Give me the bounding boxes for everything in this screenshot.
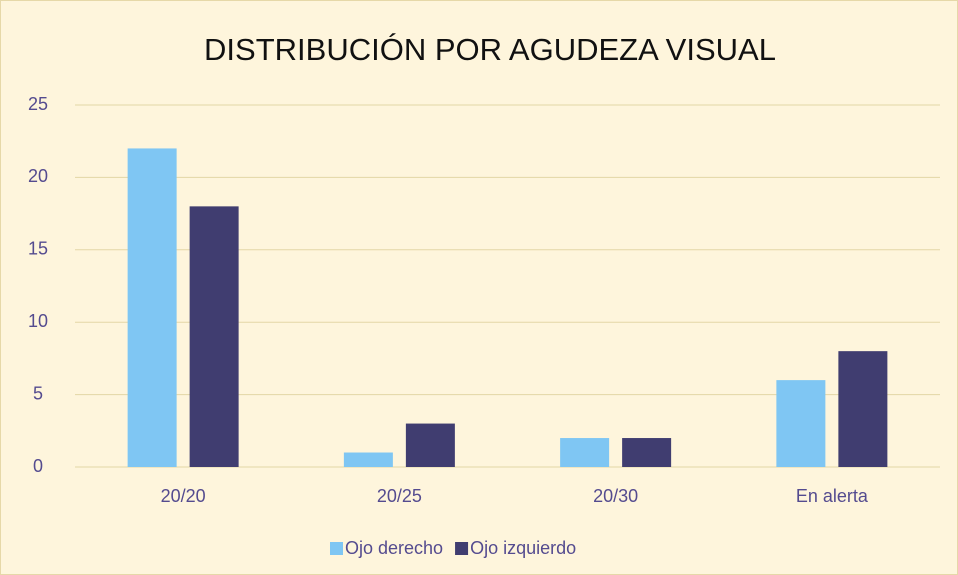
bar — [189, 206, 239, 468]
x-tick-label: 20/20 — [161, 486, 206, 506]
y-tick-label: 10 — [28, 311, 48, 331]
x-tick-label: En alerta — [796, 486, 869, 506]
y-tick-label: 0 — [33, 456, 43, 476]
x-tick-label: 20/25 — [377, 486, 422, 506]
y-tick-label: 20 — [28, 166, 48, 186]
legend-label: Ojo izquierdo — [470, 538, 576, 558]
y-tick-label: 25 — [28, 94, 48, 114]
bar — [560, 438, 610, 467]
y-tick-label: 15 — [28, 239, 48, 259]
legend-label: Ojo derecho — [345, 538, 443, 558]
bar — [622, 438, 672, 467]
x-tick-label: 20/30 — [593, 486, 638, 506]
bar — [776, 380, 826, 467]
legend-swatch — [455, 542, 469, 555]
bar — [127, 148, 177, 467]
legend-swatch — [330, 542, 343, 555]
bar — [838, 351, 888, 467]
chart-title: DISTRIBUCIÓN POR AGUDEZA VISUAL — [204, 32, 776, 67]
y-tick-label: 5 — [33, 383, 43, 403]
bar — [405, 423, 455, 467]
bar — [343, 452, 393, 467]
